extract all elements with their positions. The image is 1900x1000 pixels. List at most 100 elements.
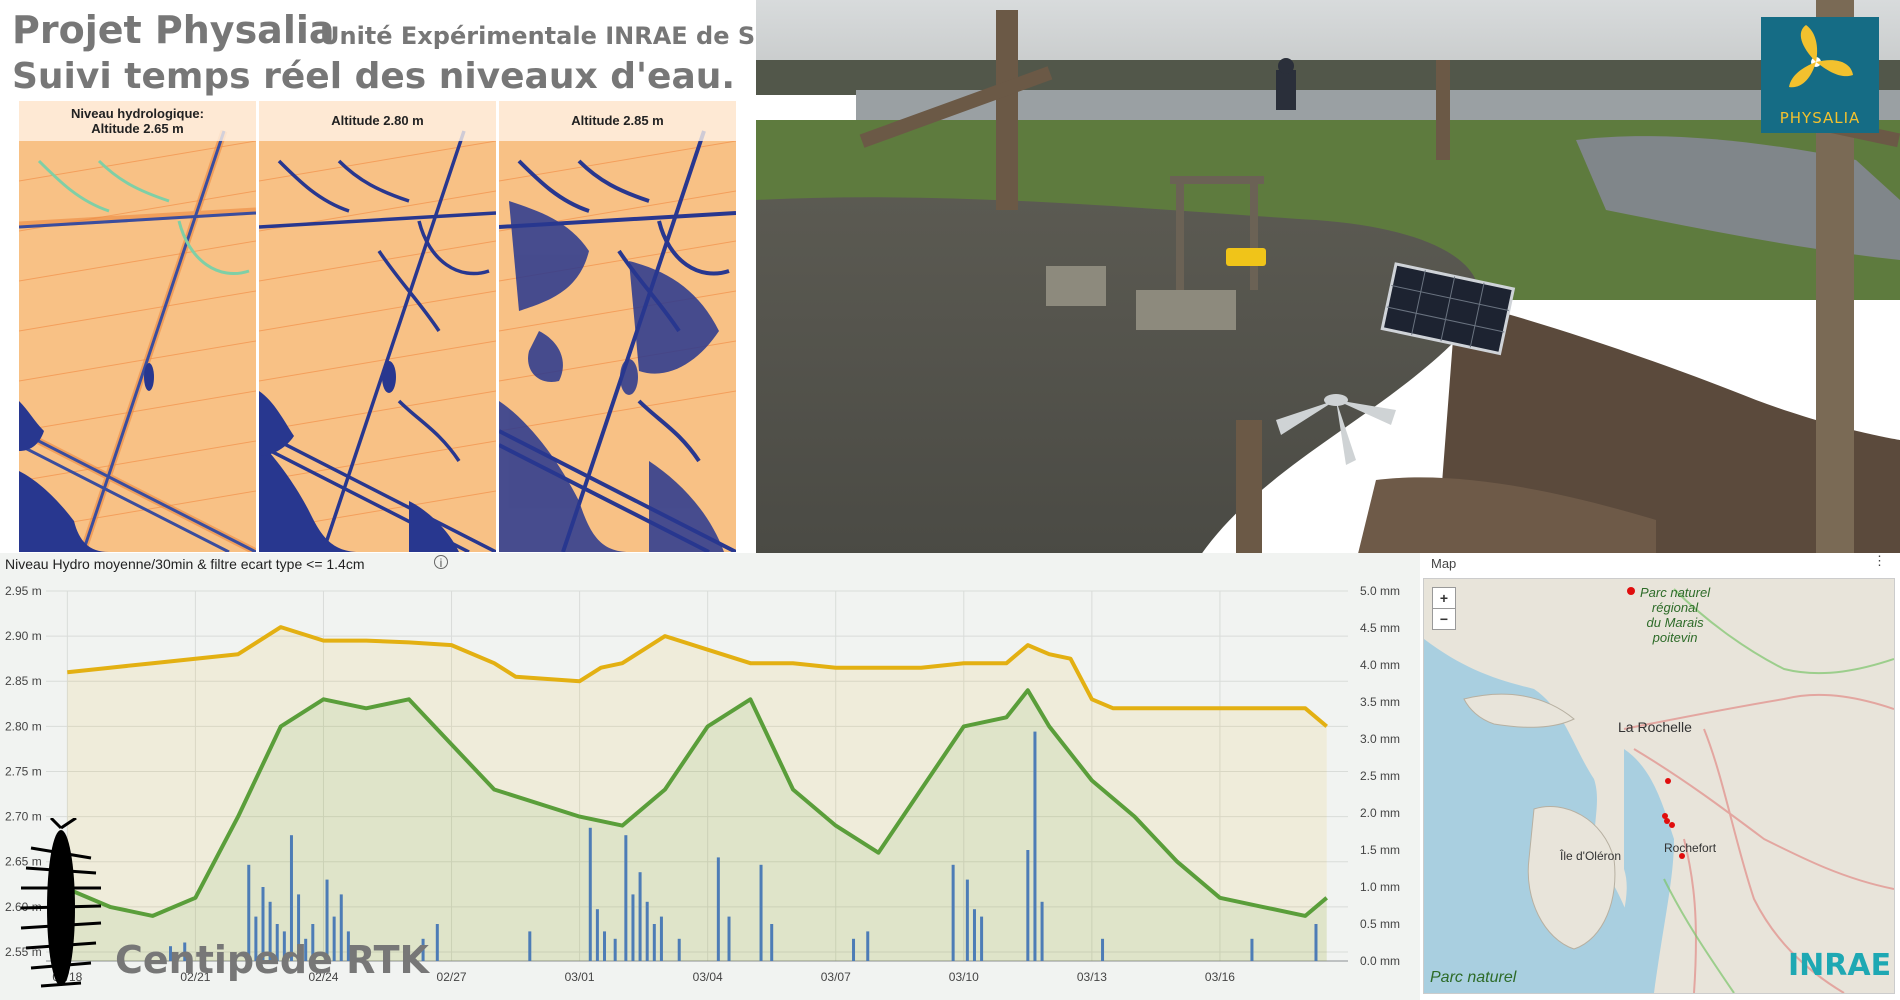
x-tick-label: 03/07 <box>821 970 851 984</box>
flood-map-2-65: Niveau hydrologique: Altitude 2.65 m <box>19 101 256 552</box>
rain-bar <box>588 827 592 961</box>
site-photo <box>756 0 1900 562</box>
x-tick-label: 03/16 <box>1205 970 1235 984</box>
x-tick-label: 03/13 <box>1077 970 1107 984</box>
rain-bar <box>613 938 617 961</box>
rain-bar <box>1033 731 1037 961</box>
rain-bar <box>677 938 681 961</box>
rain-bar <box>631 894 635 961</box>
flood-map-2-80: Altitude 2.80 m <box>259 101 496 552</box>
physalia-logo-text: PHYSALIA <box>1779 109 1861 127</box>
rain-bar <box>282 931 286 961</box>
project-subtitle: Suivi temps réel des niveaux d'eau. <box>12 56 736 97</box>
rain-bar <box>311 924 315 961</box>
float-sensor <box>1276 394 1396 465</box>
rain-bar <box>716 857 720 961</box>
rain-bar <box>261 887 265 961</box>
y-right-tick-label: 1.5 mm <box>1360 843 1400 857</box>
y-right-tick-label: 5.0 mm <box>1360 584 1400 598</box>
y-right-tick-label: 3.0 mm <box>1360 732 1400 746</box>
rain-bar <box>332 916 336 961</box>
rain-bar <box>652 924 656 961</box>
rain-bar <box>254 916 258 961</box>
rain-bar <box>275 924 279 961</box>
rain-bar <box>304 938 308 961</box>
x-tick-label: 02/24 <box>308 970 338 984</box>
flood-map-graphic <box>259 130 496 552</box>
rain-bar <box>866 931 870 961</box>
y-left-tick-label: 2.80 m <box>5 719 42 733</box>
rain-bar <box>1101 938 1105 961</box>
rain-bar <box>727 916 731 961</box>
rain-bar <box>603 931 607 961</box>
rain-bar <box>659 916 663 961</box>
propeller-icon <box>1789 25 1853 88</box>
centipede-rtk-text: Centipede RTK <box>115 938 430 982</box>
y-left-tick-label: 2.85 m <box>5 674 42 688</box>
map-place-park-top: Parc naturel régional du Marais poitevin <box>1640 585 1711 645</box>
rain-bar <box>645 901 649 961</box>
map-graphic <box>1424 579 1894 993</box>
rain-bar <box>435 924 439 961</box>
series-area <box>67 690 1327 961</box>
title-block: Projet Physalia Unité Expérimentale INRA… <box>12 8 1073 100</box>
project-title: Projet Physalia <box>12 8 335 52</box>
y-left-tick-label: 2.70 m <box>5 810 42 824</box>
map-view[interactable]: + − Parc naturel régional du Marais poit… <box>1423 578 1895 994</box>
y-left-tick-label: 2.75 m <box>5 764 42 778</box>
rain-bar <box>183 942 187 961</box>
inrae-logo: INRAE <box>1788 948 1892 983</box>
map-place-la-rochelle: La Rochelle <box>1618 719 1692 735</box>
x-tick-label: 03/10 <box>949 970 979 984</box>
y-right-tick-label: 2.0 mm <box>1360 806 1400 820</box>
y-right-tick-label: 2.5 mm <box>1360 769 1400 783</box>
rain-bar <box>1250 938 1254 961</box>
rain-bar <box>1040 901 1044 961</box>
flood-map-graphic <box>19 129 256 552</box>
chart-title: Niveau Hydro moyenne/30min & filtre ecar… <box>5 556 365 572</box>
y-right-tick-label: 0.0 mm <box>1360 954 1400 968</box>
flood-map-graphic <box>499 130 736 552</box>
rain-bar <box>980 916 984 961</box>
map-caption: Altitude 2.80 m <box>259 101 496 141</box>
map-caption: Altitude 2.85 m <box>499 101 736 141</box>
y-right-tick-label: 3.5 mm <box>1360 695 1400 709</box>
map-label: Map <box>1431 556 1457 571</box>
rain-bar <box>951 864 955 961</box>
y-right-tick-label: 4.0 mm <box>1360 658 1400 672</box>
rain-bar <box>972 909 976 961</box>
rain-bar <box>770 924 774 961</box>
rain-bar <box>1314 924 1318 961</box>
rain-bar <box>965 879 969 961</box>
rain-bar <box>297 894 301 961</box>
centipede-icon <box>20 818 102 988</box>
rain-bar <box>852 938 856 961</box>
x-tick-label: 03/01 <box>565 970 595 984</box>
zoom-out-button[interactable]: − <box>1432 608 1456 630</box>
info-icon[interactable]: i <box>434 555 448 570</box>
rain-bar <box>421 938 425 961</box>
rain-bar <box>595 909 599 961</box>
physalia-logo: PHYSALIA <box>1761 17 1879 133</box>
rain-bar <box>339 894 343 961</box>
zoom-in-button[interactable]: + <box>1432 587 1456 609</box>
map-place-ile-oleron: Île d'Oléron <box>1560 849 1621 863</box>
map-caption: Niveau hydrologique: Altitude 2.65 m <box>19 101 256 141</box>
y-left-tick-label: 2.65 m <box>5 855 42 869</box>
x-tick-label: 02/21 <box>180 970 210 984</box>
more-vert-icon[interactable]: ⋮ <box>1873 553 1886 568</box>
map-place-rochefort: Rochefort <box>1664 841 1717 855</box>
rain-bar <box>528 931 532 961</box>
chart-panel <box>0 553 1420 1000</box>
y-right-tick-label: 0.5 mm <box>1360 917 1400 931</box>
map-place-park-bottom: Parc naturel <box>1430 969 1517 986</box>
rain-bar <box>346 931 350 961</box>
y-left-tick-label: 2.95 m <box>5 584 42 598</box>
y-right-tick-label: 1.0 mm <box>1360 880 1400 894</box>
series-line <box>67 625 1328 728</box>
rain-bar <box>325 879 329 961</box>
rain-bar <box>1026 850 1030 961</box>
rain-bar <box>624 835 628 961</box>
rain-bar <box>289 835 293 961</box>
x-tick-label: 03/04 <box>693 970 723 984</box>
